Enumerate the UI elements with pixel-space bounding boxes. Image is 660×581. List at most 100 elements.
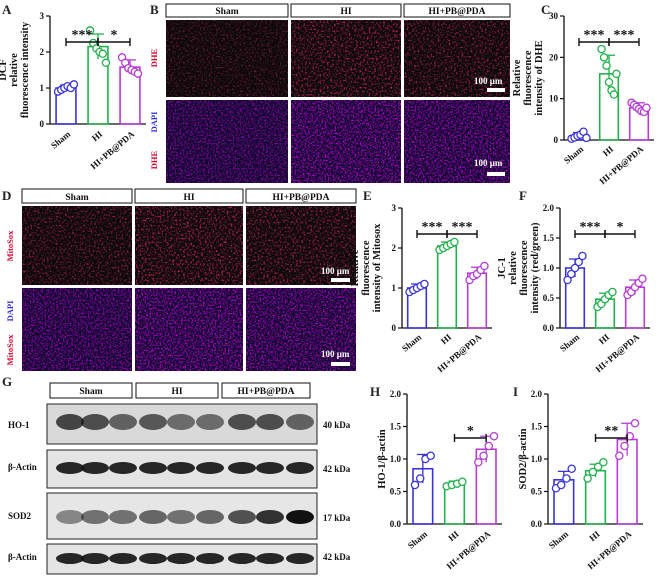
x-category-label: HI [90, 129, 105, 144]
scale-bar [331, 278, 350, 282]
blot-band [286, 510, 314, 524]
group-header-box [221, 382, 311, 399]
bar [436, 245, 458, 329]
data-point [410, 480, 420, 490]
y-tick-label: 0.0 [531, 519, 543, 529]
channel-label-dapi: DAPI [5, 300, 15, 321]
data-point [420, 279, 429, 289]
y-tick-label: 1.5 [531, 422, 543, 432]
y-axis-label: fluorescence intensity [20, 21, 31, 118]
significance-label: * [111, 28, 118, 43]
y-tick-label: 0 [554, 135, 559, 145]
data-point [574, 257, 583, 267]
blot-band [196, 553, 224, 564]
y-axis-label: Relative [512, 59, 523, 96]
blot-band [81, 510, 109, 524]
y-tick-label: 1.0 [390, 454, 402, 464]
micrograph-panel-b: Sham HI HI+PB@PDA DHE DAPI DHE 100 μm 10… [149, 3, 511, 183]
data-point [450, 237, 459, 247]
data-point [625, 431, 635, 441]
data-point [615, 451, 624, 460]
x-category-label: Sham [547, 529, 571, 551]
blot-band [167, 510, 195, 524]
group-label-hi-pb-pda: HI+PB@PDA [238, 387, 295, 397]
x-category-label: HI [446, 529, 461, 544]
micrograph-signal [404, 100, 510, 183]
blot-band [56, 553, 84, 564]
data-point [85, 26, 95, 35]
data-point [458, 477, 467, 486]
data-point [630, 418, 640, 428]
y-tick-label: 1.0 [543, 263, 555, 273]
blot-band [139, 414, 167, 430]
blot-band [109, 414, 137, 430]
data-point [101, 58, 111, 68]
band-size-label: 42 kDa [323, 464, 351, 474]
y-tick-label: 3 [40, 11, 45, 21]
group-label-hi: HI [171, 387, 182, 397]
micrograph-signal [246, 288, 356, 371]
blot-band [167, 553, 195, 564]
western-blot-panel-g: Sham HI HI+PB@PDA HO-1 β-Actin SOD2 β-Ac… [8, 382, 351, 575]
blot-band [286, 462, 314, 474]
panel-label-b: B [150, 2, 159, 17]
group-header-box [290, 3, 402, 18]
channel-label-mitosox: MitoSox [5, 334, 15, 365]
scale-bar-label: 100 μm [474, 76, 503, 86]
group-header-box [134, 188, 244, 204]
y-tick-label: 1.5 [543, 233, 555, 243]
panel-label-f: F [519, 188, 527, 203]
blot-band [228, 553, 256, 564]
data-point [599, 53, 609, 62]
blot-band [286, 553, 314, 564]
scale-bar [487, 172, 505, 176]
data-point [642, 103, 651, 113]
data-point [597, 44, 606, 54]
significance-label: *** [72, 28, 93, 43]
x-category-label: Sham [562, 144, 586, 166]
data-point [570, 263, 580, 273]
panel-label-a: A [2, 2, 12, 17]
group-label-hi: HI [183, 193, 194, 203]
blot-band [196, 510, 224, 524]
group-header-box [245, 188, 357, 204]
blot-band [256, 553, 284, 564]
blot-band [109, 462, 137, 474]
chart-a: 0 1 2 3 DCF relative fluorescence intensity Sha… [0, 11, 146, 171]
y-axis-label: fluorescence [361, 240, 372, 296]
micrograph-signal [135, 288, 243, 371]
data-point [556, 480, 566, 490]
blot-bands [56, 414, 314, 564]
y-tick-label: 0.0 [390, 519, 402, 529]
blot-band [81, 414, 109, 430]
data-point [479, 451, 488, 460]
blot-band [139, 462, 167, 474]
significance-label: * [617, 220, 624, 235]
significance-label: * [467, 424, 474, 439]
significance-label: *** [580, 220, 601, 235]
blot-band [56, 510, 84, 524]
y-axis-label: DCF [0, 59, 9, 81]
y-axis-label: Relative [350, 249, 361, 286]
y-axis-label: JC-1 [497, 257, 508, 279]
channel-label-mitosox: MitoSox [5, 230, 15, 261]
x-category-label: Sham [406, 529, 430, 551]
blot-band [81, 553, 109, 564]
significance-label: *** [614, 28, 635, 43]
data-point [426, 451, 435, 460]
group-label-hi: HI [340, 7, 351, 17]
scale-bar-label: 100 μm [321, 266, 350, 276]
micrograph-signal [291, 100, 401, 183]
data-point [638, 274, 647, 284]
protein-label: β-Actin [8, 462, 37, 472]
band-size-label: 17 kDa [323, 513, 351, 523]
y-tick-label: 2 [392, 243, 397, 253]
y-axis-label: intensity (red/green) [530, 222, 541, 313]
data-point [608, 287, 617, 297]
blot-band [228, 414, 256, 430]
panel-label-i: I [513, 384, 518, 399]
blot-band [56, 414, 84, 430]
channel-label-dhe: DHE [149, 48, 159, 67]
